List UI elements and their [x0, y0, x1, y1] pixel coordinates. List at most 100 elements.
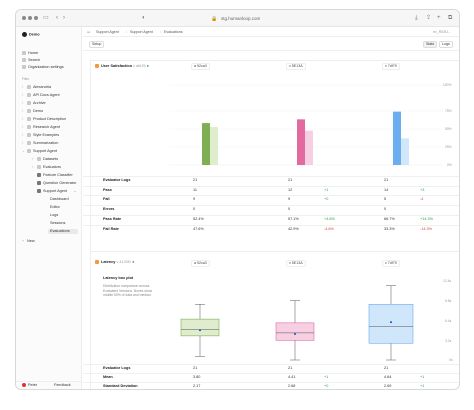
sidebar-item-datasets[interactable]: › Datasets [32, 157, 58, 161]
sidebar-item-support-agent-prompt[interactable]: Support Agent ⌄ [32, 189, 76, 194]
new-tab-icon[interactable]: + [437, 15, 441, 21]
sidebar: Demo Home Search Organization settings F… [16, 27, 82, 389]
prompt-icon [37, 173, 41, 177]
sidebar-search[interactable]: Search [22, 58, 40, 63]
sidebar-item-evaluations[interactable]: Evaluations [48, 229, 78, 234]
sidebar-item-demo[interactable]: › Demo [22, 109, 44, 113]
forward-icon[interactable]: › [63, 15, 65, 21]
minimize-dot[interactable] [28, 16, 32, 20]
metric-value: 0 [384, 207, 387, 212]
metric-value: 9 [288, 197, 291, 202]
row-divider [83, 205, 459, 207]
shield-icon[interactable]: ◐ [142, 15, 146, 21]
metric-value: 14 [384, 187, 389, 192]
close-dot[interactable] [22, 16, 26, 20]
box-plot-item[interactable] [180, 304, 220, 357]
sidebar-item-evaluators[interactable]: › Evaluators [32, 165, 61, 169]
sidebar-org-settings[interactable]: Organization settings [22, 65, 64, 70]
setup-tab[interactable]: Setup [89, 41, 105, 48]
pass-rate-bar[interactable] [393, 111, 401, 165]
home-icon [22, 51, 26, 55]
folder-icon [27, 85, 31, 89]
sidebar-item-sessions[interactable]: Sessions [50, 221, 66, 225]
pass-rate-bar[interactable] [297, 119, 305, 165]
sidebar-item-question-generator[interactable]: Question Generator [32, 181, 76, 186]
sidebar-collapse-icon[interactable]: ▭ [87, 30, 91, 34]
version-column-1[interactable]: a 92ca3 [191, 260, 210, 267]
share-icon[interactable]: ⇪ [426, 15, 432, 21]
sidebar-item-editor[interactable]: Editor [50, 205, 60, 209]
axis-label: 0s [449, 358, 453, 362]
version-column-2[interactable]: v 5E13A [286, 260, 306, 267]
back-icon[interactable]: ‹ [56, 15, 58, 21]
folder-icon [37, 157, 41, 161]
box-plot-item[interactable] [368, 285, 414, 361]
sidebar-item-alexandria[interactable]: › Alexandria [22, 85, 51, 89]
crumb-1[interactable]: Support Agent [96, 30, 119, 34]
fail-rate-bar[interactable] [305, 130, 313, 165]
avatar [22, 383, 26, 387]
folder-icon [27, 125, 31, 129]
axis-label: 9.8s [445, 299, 452, 303]
row-divider [83, 364, 459, 365]
sidebar-new-button[interactable]: + New [22, 239, 35, 243]
sidebar-item-logs[interactable]: Logs [50, 213, 59, 217]
org-switcher[interactable]: Demo [22, 32, 40, 38]
fail-rate-bar[interactable] [210, 126, 218, 165]
axis-label: 100% [443, 83, 452, 87]
gear-icon [22, 65, 26, 69]
evaluator-icon [95, 64, 99, 68]
axis-label: 0% [447, 163, 452, 167]
address-bar[interactable]: stg.humanloop.com [221, 16, 261, 21]
folder-icon [27, 117, 31, 121]
user-menu[interactable]: Peter [22, 383, 37, 388]
metric-value: 21 [384, 178, 389, 182]
fail-rate-bar[interactable] [401, 138, 409, 165]
metric-value: 9 [193, 197, 196, 202]
metric-value: 21 [384, 366, 389, 370]
metric-value: 4.64 [384, 375, 392, 379]
crumb-2[interactable]: Support Agent [130, 30, 153, 34]
download-icon[interactable]: ⤓ [415, 15, 418, 21]
pass-rate-bar[interactable] [202, 123, 210, 165]
sidebar-item-dashboard[interactable]: Dashboard [50, 197, 69, 201]
tabs-icon[interactable]: ⧉ [448, 15, 453, 21]
version-column-3[interactable]: v 7df79 [382, 260, 400, 267]
metric-label: Errors [103, 207, 115, 212]
sidebar-item-archive[interactable]: › Archive [22, 101, 46, 105]
version-column-2[interactable]: v 5E13A [286, 63, 306, 70]
metric-value: 12 [288, 187, 293, 192]
logs-tab[interactable]: Logs [439, 41, 453, 48]
metric-delta: +1 [420, 384, 425, 388]
breadcrumb: ▭ Support Agent / Support Agent / Evalua… [83, 27, 459, 37]
metric-label: Standard Deviation [103, 384, 138, 388]
metric-label: Pass [103, 187, 112, 192]
sidebar-toggle-icon[interactable]: ▭ [43, 15, 49, 21]
axis-label: 3.2s [445, 339, 452, 343]
sidebar-item-api-docs-agent[interactable]: › API Docs Agent [22, 93, 60, 97]
metric-delta: +14.3% [420, 216, 433, 221]
sidebar-item-product-description[interactable]: › Product Description [22, 117, 67, 121]
metric-value: 52.4% [193, 216, 204, 221]
sidebar-item-support-agent[interactable]: ⌄ Support Agent [22, 149, 58, 153]
sidebar-item-research-agent[interactable]: › Research Agent [22, 125, 61, 129]
metric-label: Pass Rate [103, 216, 122, 221]
maximize-dot[interactable] [34, 16, 38, 20]
version-column-1[interactable]: a 92ca3 [191, 63, 210, 70]
crumb-3[interactable]: Evaluations [164, 30, 183, 34]
feedback-link[interactable]: Feedback [54, 383, 71, 387]
metric-value: 0 [193, 207, 196, 212]
stats-tab[interactable]: Stats [423, 41, 438, 48]
folder-icon [37, 165, 41, 169]
box-plot-item[interactable] [275, 300, 315, 361]
folder-icon [27, 141, 31, 145]
sidebar-item-style-examples[interactable]: › Style Examples [22, 133, 60, 137]
pass-fail-bar-chart [169, 84, 443, 166]
sidebar-home[interactable]: Home [22, 51, 38, 56]
metric-value: 2.69 [384, 384, 392, 388]
sidebar-item-summarization[interactable]: › Summarization [22, 141, 59, 145]
sidebar-item-feature-classifier[interactable]: Feature Classifier [32, 173, 73, 178]
version-column-3[interactable]: v 7df79 [382, 63, 400, 70]
metric-delta: -4 [420, 197, 424, 202]
toolbar: Setup Stats Logs [83, 38, 459, 51]
